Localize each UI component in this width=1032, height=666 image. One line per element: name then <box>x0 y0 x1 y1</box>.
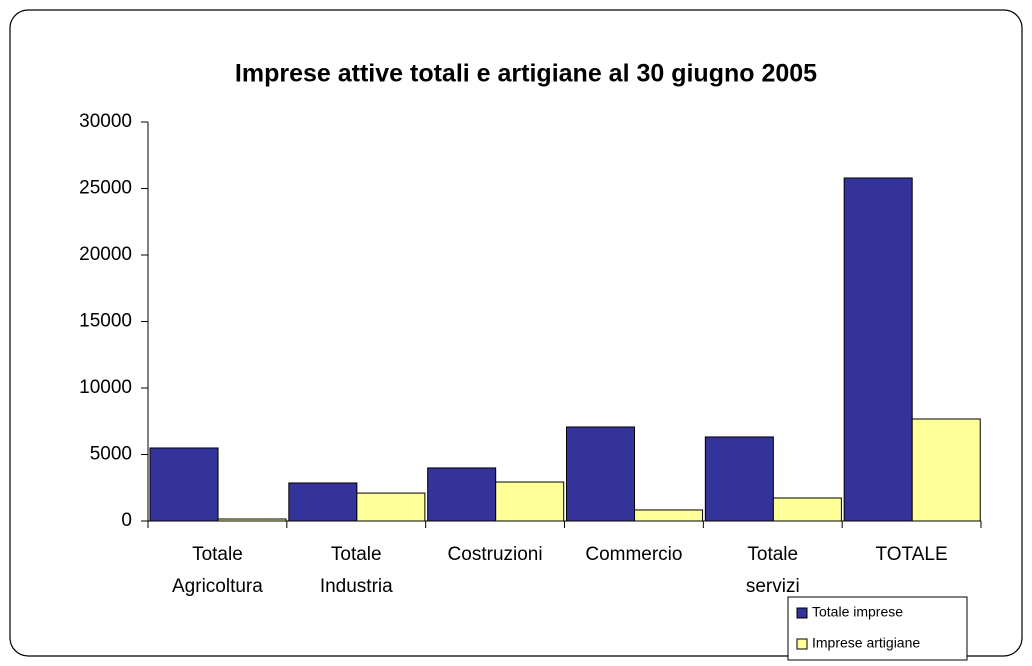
legend-swatch <box>796 607 808 619</box>
bar <box>495 481 565 522</box>
x-tick-label: Totale Agricoltura <box>172 544 263 597</box>
legend-label: Totale imprese <box>812 604 903 620</box>
chart-title: Imprese attive totali e artigiane al 30 … <box>235 60 817 88</box>
x-tick-label-line: servizi <box>746 576 800 597</box>
bar <box>288 482 358 522</box>
x-tick-label: Commercio <box>585 544 682 565</box>
bar <box>911 418 981 522</box>
bar <box>704 436 774 522</box>
bar <box>634 509 704 522</box>
y-tick-label: 30000 <box>79 111 132 132</box>
bar <box>356 492 426 522</box>
x-tick-label-line: Agricoltura <box>172 576 263 597</box>
bar <box>427 467 497 522</box>
x-tick-label: Totale servizi <box>746 544 800 597</box>
bar <box>843 177 913 522</box>
x-tick-label-line: Totale <box>192 544 243 565</box>
x-tick-label-line: Industria <box>320 576 393 597</box>
x-tick-label: Totale Industria <box>320 544 393 597</box>
x-tick-label-line: Totale <box>331 544 382 565</box>
bar <box>772 497 842 522</box>
bar <box>217 518 287 522</box>
y-tick-label: 20000 <box>79 244 132 265</box>
y-tick-label: 0 <box>121 510 132 531</box>
x-tick-label: Costruzioni <box>448 544 543 565</box>
y-tick-label: 25000 <box>79 178 132 199</box>
legend-label: Imprese artigiane <box>812 635 920 651</box>
legend-box <box>787 596 968 661</box>
legend-swatch <box>796 638 808 650</box>
bar <box>149 447 219 522</box>
bar <box>566 426 636 522</box>
x-tick-label: TOTALE <box>876 544 948 565</box>
x-tick-label-line: Totale <box>747 544 798 565</box>
y-tick-label: 15000 <box>79 311 132 332</box>
y-tick-label: 10000 <box>79 377 132 398</box>
y-tick-label: 5000 <box>90 444 132 465</box>
